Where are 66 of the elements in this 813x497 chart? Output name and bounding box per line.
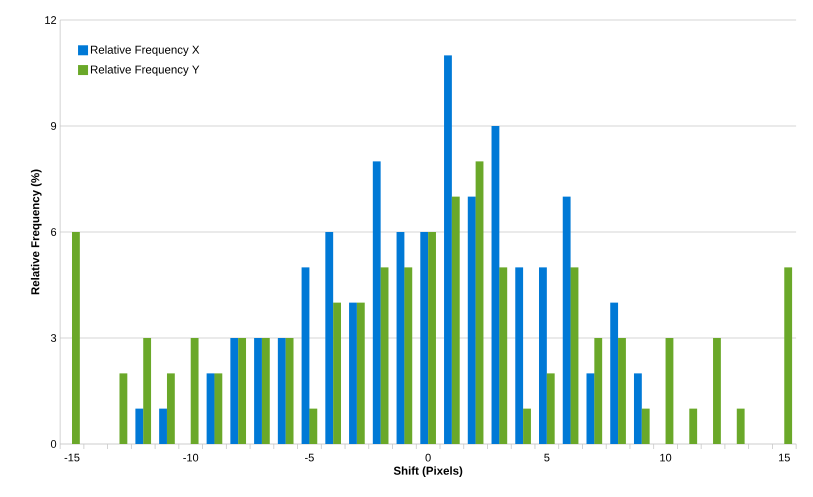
bar bbox=[444, 55, 452, 444]
bar bbox=[618, 338, 626, 444]
bar bbox=[349, 302, 357, 444]
x-tick-label: -15 bbox=[64, 454, 80, 462]
bar bbox=[302, 267, 310, 444]
x-tick-label: 10 bbox=[660, 454, 672, 462]
x-axis-title: Shift (Pixels) bbox=[394, 466, 462, 478]
bar bbox=[594, 338, 602, 444]
y-axis-title: Relative Frequency (%) bbox=[30, 170, 42, 294]
bar bbox=[515, 267, 524, 444]
bar bbox=[380, 267, 388, 444]
bar bbox=[492, 126, 500, 444]
bar bbox=[238, 338, 246, 444]
legend-label: Relative Frequency X bbox=[90, 45, 200, 56]
bar bbox=[570, 267, 578, 444]
x-tick-label: 0 bbox=[426, 454, 431, 462]
y-tick-label: 3 bbox=[50, 334, 56, 342]
y-tick-label: 6 bbox=[51, 228, 56, 236]
bar bbox=[190, 338, 199, 444]
bar bbox=[452, 196, 460, 444]
legend-label: Relative Frequency Y bbox=[90, 65, 200, 76]
y-tick-label: 12 bbox=[45, 16, 56, 24]
bar bbox=[309, 408, 318, 444]
bar bbox=[736, 408, 745, 444]
bar bbox=[634, 373, 642, 444]
bar bbox=[143, 338, 152, 444]
bar bbox=[499, 267, 508, 444]
bar bbox=[784, 267, 792, 444]
x-tick-label: -5 bbox=[305, 454, 314, 462]
bar bbox=[420, 232, 428, 444]
bar bbox=[586, 373, 594, 444]
x-tick-label: 15 bbox=[779, 454, 790, 462]
bar bbox=[546, 373, 555, 444]
bar bbox=[214, 373, 222, 444]
bar bbox=[333, 302, 341, 444]
bar bbox=[396, 232, 404, 444]
bar bbox=[356, 302, 365, 444]
bar bbox=[539, 267, 547, 444]
bar bbox=[135, 408, 144, 444]
bar bbox=[166, 373, 175, 444]
bar bbox=[562, 196, 571, 444]
bar bbox=[372, 161, 381, 444]
bar bbox=[404, 267, 412, 444]
bar bbox=[72, 232, 80, 444]
x-tick-label: -10 bbox=[183, 454, 198, 462]
bar bbox=[278, 338, 286, 444]
bar bbox=[206, 373, 214, 444]
bar bbox=[254, 338, 262, 444]
bar bbox=[159, 408, 167, 444]
bar bbox=[666, 338, 674, 444]
bar bbox=[262, 338, 270, 444]
bar bbox=[523, 408, 531, 444]
bar bbox=[689, 408, 698, 444]
bar bbox=[610, 302, 618, 444]
bar bbox=[428, 232, 436, 444]
bar bbox=[468, 196, 476, 444]
x-tick-label: 5 bbox=[544, 454, 550, 462]
bar bbox=[642, 408, 650, 444]
bar bbox=[476, 161, 484, 444]
y-tick-label: 9 bbox=[51, 122, 56, 130]
bar bbox=[119, 373, 128, 444]
bar bbox=[325, 232, 334, 444]
bar bbox=[286, 338, 294, 444]
y-tick-label: 0 bbox=[50, 440, 56, 448]
bar bbox=[713, 338, 721, 444]
bar bbox=[230, 338, 238, 444]
